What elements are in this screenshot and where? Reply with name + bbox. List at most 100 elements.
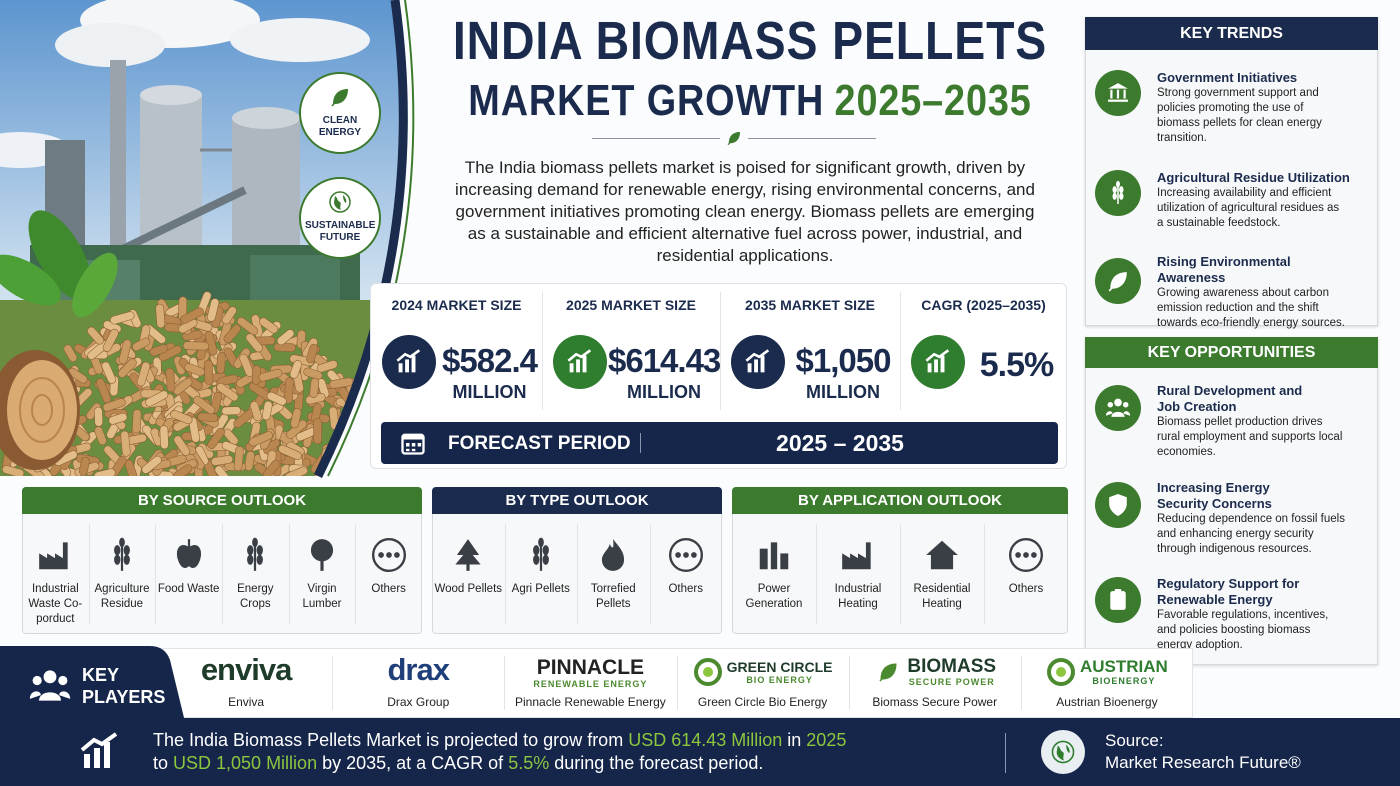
logo: BIOMASS SECURE POWER: [849, 657, 1021, 687]
icon-glyph: [331, 89, 348, 107]
decoration: [58, 675, 68, 686]
icon-glyph: [176, 539, 201, 568]
separator: [155, 524, 157, 624]
pellet: [284, 377, 294, 404]
icon-bg: [1095, 385, 1141, 431]
pellet: [184, 363, 206, 377]
logo-sub: RENEWABLE ENERGY: [533, 679, 648, 689]
footer-text: The India Biomass Pellets Market is proj…: [153, 729, 913, 775]
logo-main: GREEN CIRCLE: [726, 658, 833, 675]
separator: [1020, 656, 1022, 710]
pellet: [158, 345, 182, 362]
decoration: [343, 195, 347, 203]
stat-icon: [911, 335, 965, 389]
logo-mark: [693, 658, 722, 686]
separator: [88, 524, 90, 624]
pellet: [136, 361, 151, 387]
decoration: [1109, 493, 1127, 517]
decoration: [59, 691, 71, 699]
text: during the forecast period.: [549, 753, 764, 773]
decoration: [754, 359, 758, 373]
decoration: [250, 255, 340, 305]
pellet: [258, 368, 283, 382]
outlook-icon: [842, 542, 871, 570]
title-line-2: MARKET GROWTH 2025–2035: [449, 76, 1051, 126]
pellet: [173, 435, 191, 456]
decoration: [405, 359, 409, 373]
pellet: [117, 358, 137, 378]
tab-shape: [0, 646, 186, 726]
decoration: [1008, 537, 1044, 573]
forecast-divider: [640, 433, 641, 453]
decoration: [114, 554, 121, 565]
decoration: [927, 363, 932, 373]
decoration: [123, 554, 130, 565]
decoration: [569, 363, 574, 373]
logo-text: PINNACLE RENEWABLE ENERGY: [533, 657, 647, 689]
decoration: [1114, 398, 1122, 407]
decoration: [1110, 89, 1113, 99]
panel-header: KEY OPPORTUNITIES: [1085, 337, 1378, 368]
outlook-icon: [668, 537, 703, 573]
item-icon: [1095, 70, 1141, 116]
pellet: [303, 367, 323, 380]
decoration: [310, 539, 334, 562]
logo-main: BIOMASS: [907, 656, 997, 677]
pellet: [141, 455, 162, 474]
separator: [504, 524, 506, 624]
icon-glyph: [925, 349, 950, 373]
source-label: Source:: [1105, 731, 1164, 750]
icon-glyph: [532, 537, 549, 571]
decoration: [690, 552, 697, 558]
logo-sub: BIO ENERGY: [746, 674, 813, 685]
pellet: [244, 450, 255, 471]
pellet: [261, 400, 273, 421]
pellet: [182, 341, 210, 351]
item: Government Initiatives Strong government …: [1157, 70, 1362, 146]
decoration: [1123, 89, 1126, 99]
intro: The India biomass pellets market is pois…: [455, 158, 1035, 265]
icon-glyph: [1112, 180, 1124, 205]
outlook-icon: [532, 537, 549, 571]
decoration: [104, 742, 110, 768]
pellet: [317, 378, 330, 399]
decoration: [567, 349, 592, 362]
pellet: [239, 353, 254, 377]
stat-label: 2035 MARKET SIZE: [745, 297, 875, 313]
pellet: [79, 456, 90, 476]
stat-unit: MILLION: [627, 382, 701, 402]
decoration: [466, 564, 470, 571]
outlook-item: Agri Pellets: [511, 583, 570, 595]
logo-text: AUSTRIAN BIOENERGY: [1080, 658, 1168, 686]
icon-glyph: [80, 732, 118, 768]
pellet: [216, 382, 239, 402]
decoration: [256, 554, 264, 565]
decoration: [1114, 588, 1122, 594]
stat-label: 2024 MARKET SIZE: [391, 297, 522, 313]
icon-glyph: [247, 537, 264, 571]
decoration: [934, 359, 938, 373]
decoration: [320, 558, 324, 571]
decoration: [80, 732, 118, 752]
logo: enviva: [160, 654, 332, 685]
decoration: [119, 537, 125, 548]
icon-glyph: [401, 433, 425, 455]
decoration: [94, 748, 100, 768]
decoration: [313, 0, 408, 478]
logo-main: PINNACLE: [536, 656, 645, 679]
decoration: [1107, 401, 1114, 408]
separator: [222, 524, 223, 624]
icon-glyph: [1008, 537, 1044, 573]
decoration: [327, 0, 415, 477]
outlook-header: BY APPLICATION OUTLOOK: [732, 487, 1068, 514]
item-title: Government Initiatives: [1157, 70, 1298, 85]
footer-line: to USD 1,050 Million by 2035, at a CAGR …: [153, 752, 913, 775]
item-text: Growing awareness about carbon emission …: [1157, 287, 1345, 329]
item-text: Strong government support and policies p…: [1157, 87, 1322, 144]
outlook-icon: [310, 539, 334, 571]
decoration: [926, 540, 958, 570]
separator: [984, 524, 985, 624]
icon-glyph: [371, 537, 406, 573]
pellet: [207, 298, 220, 322]
logo-sub: BIOENERGY: [1092, 676, 1156, 686]
